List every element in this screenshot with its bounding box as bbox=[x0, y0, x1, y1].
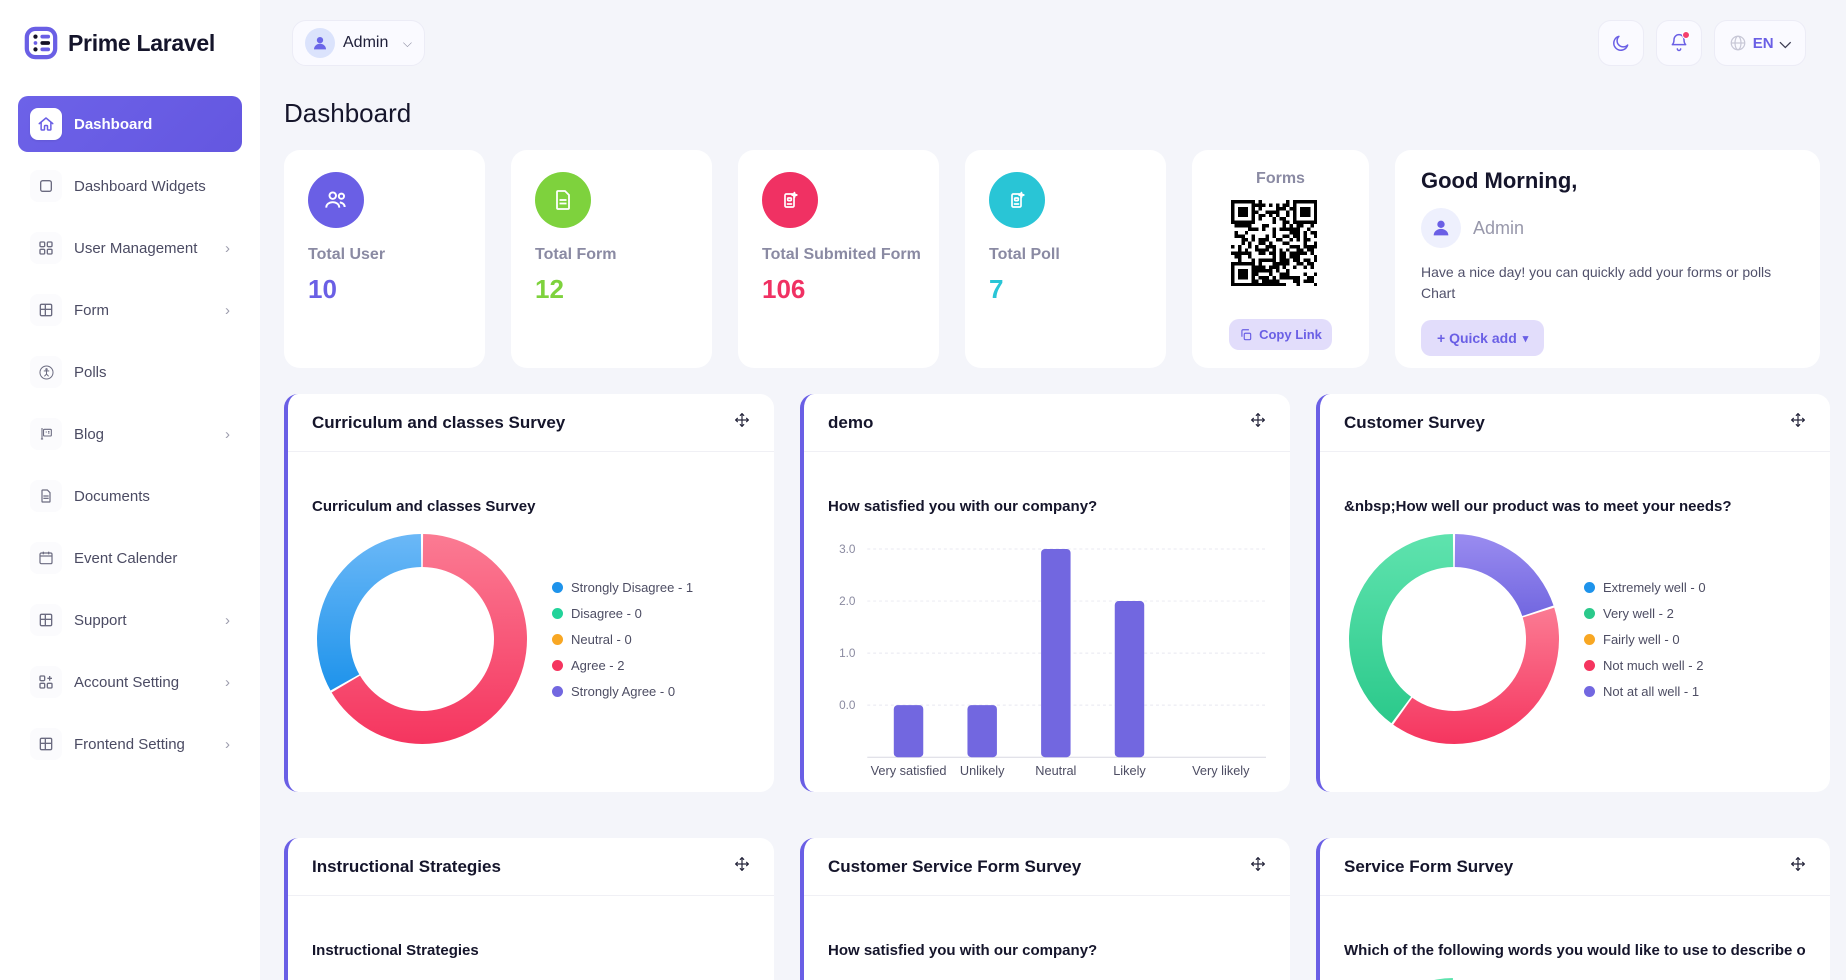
svg-text:2.0: 2.0 bbox=[839, 595, 856, 608]
svg-text:1.0: 1.0 bbox=[839, 647, 856, 660]
svg-text:Unlikely: Unlikely bbox=[960, 763, 1005, 778]
svg-text:Neutral: Neutral bbox=[1035, 763, 1076, 778]
svg-text:3.0: 3.0 bbox=[839, 543, 856, 556]
svg-text:Very likely: Very likely bbox=[1192, 763, 1250, 778]
svg-text:0.0: 0.0 bbox=[839, 699, 856, 712]
svg-text:Very satisfied: Very satisfied bbox=[871, 763, 947, 778]
svg-text:Likely: Likely bbox=[1113, 763, 1146, 778]
